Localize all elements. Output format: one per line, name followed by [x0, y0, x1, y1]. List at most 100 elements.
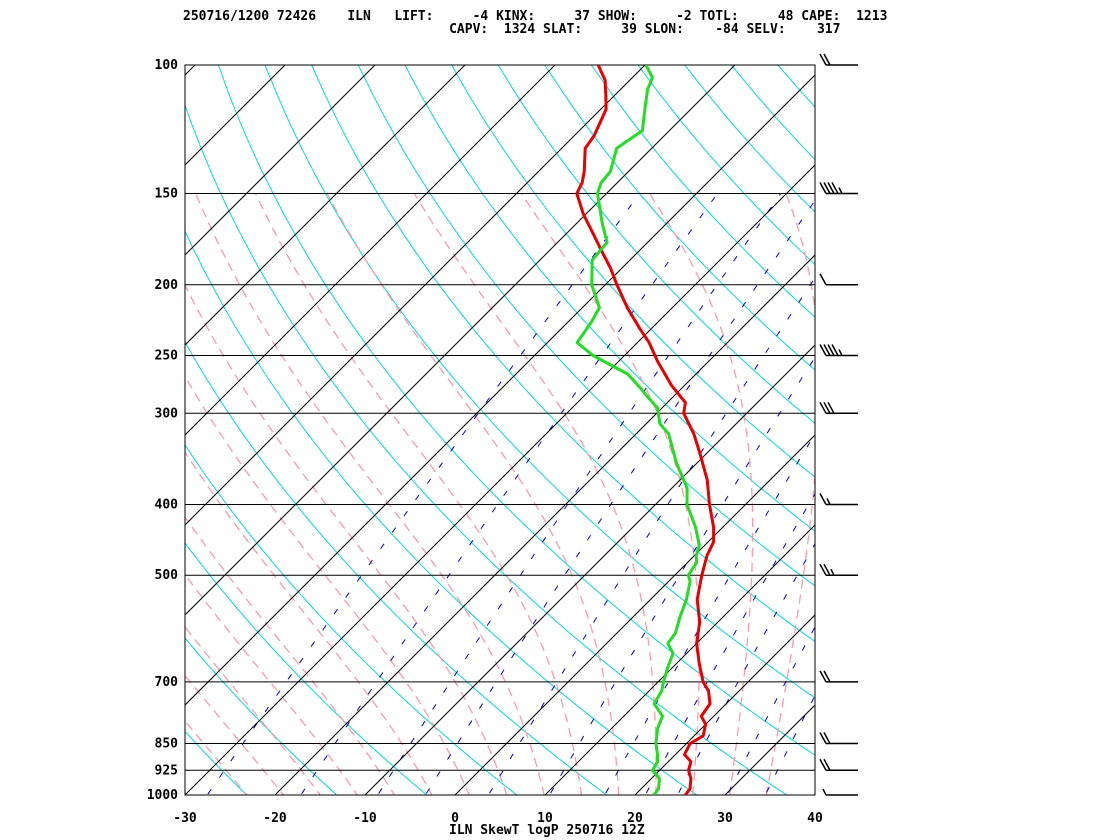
dry-adiabat-line [544, 65, 815, 371]
dry-adiabat-line [185, 341, 608, 795]
moist-adiabat-line [185, 283, 508, 795]
dry-adiabat-line [357, 65, 815, 587]
wind-barb-flag [819, 732, 827, 744]
moist-adiabat-line [648, 193, 754, 795]
wind-barb-half-flag [838, 187, 843, 194]
temperature-tick-label: 30 [717, 811, 733, 826]
dry-adiabat-line [1058, 65, 1120, 811]
wind-barb-flag [819, 493, 827, 505]
mixing-ratio-line [676, 542, 815, 795]
wind-barb-flag [819, 344, 827, 356]
pressure-tick-label: 700 [155, 675, 179, 690]
temperature-tick-label: 10 [537, 811, 553, 826]
pressure-tick-label: 1000 [147, 788, 178, 803]
mixing-ratio-line [487, 276, 815, 795]
dry-adiabat-line [404, 65, 815, 532]
plot-frame [184, 64, 816, 796]
profile-lines [575, 65, 716, 795]
isotherm-line [185, 65, 376, 256]
moist-adiabat-line [185, 625, 322, 795]
wind-barb-flag [823, 670, 831, 683]
isotherm-line [364, 344, 815, 795]
dry-adiabat-line [964, 65, 1120, 811]
wind-barb-flag [823, 53, 831, 66]
isotherm-line [274, 254, 815, 795]
dry-adiabat-line [497, 65, 815, 425]
moist-adiabat-line [254, 193, 583, 795]
wind-barb-flag [831, 182, 839, 194]
header-line-2: CAPV: 1324 SLAT: 39 SLON: -84 SELV: 317 [183, 22, 841, 37]
moist-adiabat-line [326, 193, 620, 795]
moist-adiabats [185, 193, 815, 795]
temperature-tick-label: -30 [173, 811, 197, 826]
mixing-ratio-line [726, 625, 815, 795]
dry-adiabat-line [185, 230, 698, 795]
isotherm-line [544, 524, 815, 795]
dry-adiabat-line [311, 65, 815, 643]
isotherm-line [185, 74, 815, 706]
moist-adiabat-line [185, 451, 433, 795]
temperature-axis: -30 -20 -10 0 10 20 30 40 [173, 811, 823, 826]
mixing-ratio-line [644, 492, 815, 795]
dry-adiabat-line [684, 65, 815, 213]
mixing-ratio-line [764, 694, 815, 795]
moist-adiabat-line [413, 193, 657, 795]
isotherm-line [185, 164, 815, 795]
pressure-tick-label: 400 [155, 498, 179, 513]
wind-barb-flag [831, 344, 839, 356]
wind-barb-half-flag [826, 498, 831, 505]
dry-adiabat-line [1011, 65, 1120, 811]
wind-barbs [819, 53, 858, 796]
dry-adiabat-line [824, 65, 1120, 811]
dry-adiabat-line [730, 65, 815, 161]
temperature-tick-label: 20 [627, 811, 643, 826]
pressure-axis: 100 150 200 250 300 400 500 700 850 925 1000 [147, 58, 178, 803]
isotherm-line [185, 65, 646, 526]
temperature-tick-label: -10 [353, 811, 377, 826]
isotherm-line [634, 614, 815, 795]
dry-adiabat-line [185, 444, 518, 795]
wind-barb-half-flag [838, 349, 843, 356]
pressure-tick-label: 150 [155, 187, 179, 202]
wind-barb-flag [823, 182, 831, 194]
wind-barb-flag [819, 182, 827, 194]
temperature-tick-label: -20 [263, 811, 287, 826]
moist-adiabat-line [520, 193, 700, 795]
moist-adiabat-line [185, 720, 248, 795]
moist-adiabat-line [195, 193, 545, 795]
wind-barb-flag [823, 344, 831, 356]
dry-adiabats [185, 65, 1120, 811]
wind-barb-flag [827, 182, 835, 194]
wind-barb-flag [819, 563, 827, 576]
pressure-tick-label: 850 [155, 736, 179, 751]
isotherm-line [0, 65, 105, 795]
moist-adiabat-line [185, 674, 285, 795]
wind-barb-flag [823, 401, 831, 414]
dry-adiabat-line [918, 65, 1120, 811]
temperature-tick-label: 0 [451, 811, 459, 826]
pressure-tick-label: 200 [155, 278, 179, 293]
dry-adiabat-line [871, 65, 1120, 811]
temperature-profile-line [575, 65, 716, 795]
isotherms [0, 65, 815, 795]
wind-barb-flag [819, 53, 827, 66]
dry-adiabat-line [185, 542, 428, 795]
isotherm-line [185, 65, 736, 616]
pressure-tick-label: 300 [155, 406, 179, 421]
pressure-tick-label: 925 [155, 763, 178, 778]
mixing-ratio-line [206, 193, 641, 795]
isotherm-line [454, 434, 815, 795]
wind-barb-flag [823, 563, 831, 576]
pressure-tick-label: 100 [155, 58, 179, 73]
isotherm-line [185, 65, 286, 166]
pressure-tick-label: 250 [155, 348, 179, 363]
wind-barb-flag [819, 401, 827, 414]
dry-adiabat-line [777, 65, 815, 108]
isotherm-line [185, 65, 556, 436]
isotherm-line [814, 794, 815, 795]
wind-barb-flag [827, 344, 835, 356]
mixing-ratio-line [549, 356, 815, 795]
wind-barb-flag [819, 758, 827, 771]
dry-adiabat-line [185, 637, 338, 795]
